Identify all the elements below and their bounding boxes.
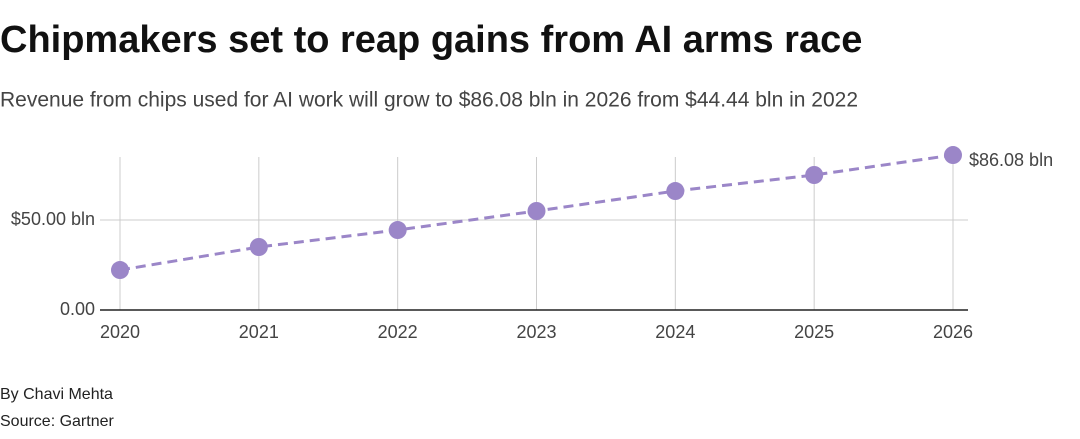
point: [805, 166, 824, 184]
point: [249, 238, 268, 256]
x-tick-label: 2023: [516, 322, 556, 342]
x-tick-label: 2020: [100, 322, 140, 342]
x-tick-label: 2025: [794, 322, 834, 342]
y-tick-label: 0.00: [60, 299, 95, 319]
x-tick-label: 2024: [655, 322, 695, 342]
x-tick-label: 2022: [378, 322, 418, 342]
chart-title: Chipmakers set to reap gains from AI arm…: [0, 19, 862, 61]
point: [666, 182, 685, 201]
chart-subtitle: Revenue from chips used for AI work will…: [0, 89, 858, 112]
value-label: $86.08 bln: [969, 150, 1053, 170]
point: [944, 146, 962, 165]
point: [111, 261, 129, 280]
point: [527, 202, 546, 220]
y-tick-label: $50.00 bln: [11, 209, 95, 229]
source: Source: Gartner: [0, 413, 115, 430]
x-tick-label: 2026: [933, 322, 973, 342]
point: [388, 221, 407, 240]
byline: By Chavi Mehta: [0, 386, 113, 403]
x-tick-label: 2021: [239, 322, 279, 342]
